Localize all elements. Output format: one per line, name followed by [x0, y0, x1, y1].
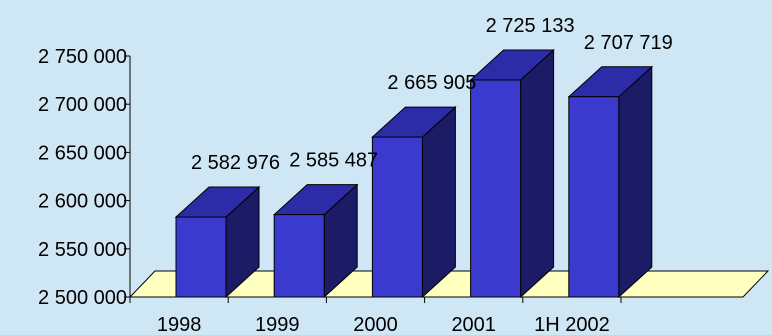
x-tick-label: 1H 2002	[534, 314, 610, 335]
bar-1998	[174, 185, 261, 299]
bar-front-face	[470, 79, 522, 298]
bar-front-face	[568, 96, 620, 298]
bar-1999	[272, 183, 359, 299]
bar-front-face	[175, 216, 227, 298]
x-tick-label: 2000	[353, 314, 398, 335]
bar-side-face	[421, 105, 456, 299]
bar-2001	[469, 48, 555, 299]
bar-front-face	[371, 136, 423, 298]
y-axis-ticks: 2 500 000 2 550 000 2 600 000 2 650 000 2 70…	[38, 46, 622, 309]
y-tick-label: 2 500 000	[38, 287, 127, 309]
y-tick-label: 2 750 000	[38, 46, 127, 68]
x-tick-label: 1999	[255, 314, 300, 335]
y-tick-label: 2 600 000	[38, 191, 127, 213]
data-label: 2 582 976	[191, 152, 280, 174]
bar-front-face	[273, 214, 325, 298]
data-label: 2 707 719	[584, 32, 673, 54]
bar-side-face	[520, 48, 555, 299]
x-axis-labels: 1998 1999 2000 2001 1H 2002	[157, 314, 610, 335]
data-label: 2 725 133	[486, 15, 575, 37]
x-tick-label: 1998	[157, 314, 202, 335]
y-tick-label: 2 700 000	[38, 94, 127, 116]
x-tick-label: 2001	[451, 314, 496, 335]
data-label: 2 585 487	[289, 150, 378, 172]
y-tick-label: 2 550 000	[38, 239, 127, 261]
bars	[174, 48, 654, 299]
data-label: 2 665 905	[387, 72, 476, 94]
y-tick-label: 2 650 000	[38, 142, 127, 164]
bar-1h-2002	[567, 65, 654, 299]
bar-side-face	[618, 65, 653, 299]
bar-2000	[371, 105, 457, 299]
data-labels: 2 582 976 2 585 487 2 665 905 2 725 133 2 70…	[191, 15, 673, 174]
